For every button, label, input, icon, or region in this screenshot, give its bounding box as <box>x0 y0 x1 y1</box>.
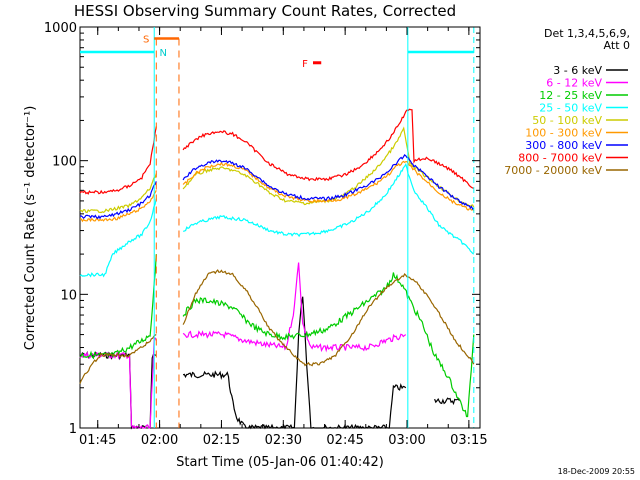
series-line-3-6-kev <box>434 397 460 406</box>
y-tick-label: 10 <box>60 288 77 303</box>
legend-header: Att 0 <box>604 39 630 52</box>
flare-label: F <box>302 59 308 70</box>
series-line-300-800-kev <box>182 154 475 211</box>
x-axis: 01:45 02:00 02:15 02:30 02:45 03:00 03:15 <box>79 27 488 448</box>
series-line-7000-20000-kev <box>182 269 475 367</box>
legend-entry-label: 800 - 7000 keV <box>518 152 602 165</box>
series-line-6-12-kev <box>182 262 407 353</box>
legend-entry-label: 12 - 25 keV <box>539 89 602 102</box>
night-label: N <box>160 48 167 59</box>
series-line-100-300-kev <box>182 160 475 212</box>
legend-entry-label: 3 - 6 keV <box>553 64 602 77</box>
plot-area: SN F <box>79 26 481 430</box>
series-line-300-800-kev <box>79 181 157 220</box>
x-tick-label: 02:30 <box>265 433 302 448</box>
x-axis-label: Start Time (05-Jan-06 01:40:42) <box>176 455 384 470</box>
timestamp: 18-Dec-2009 20:55 <box>558 467 635 476</box>
legend-entry-label: 6 - 12 keV <box>546 77 602 90</box>
legend-entry-label: 50 - 100 keV <box>532 114 602 127</box>
x-tick-label: 03:15 <box>450 433 487 448</box>
series-line-25-50-kev <box>79 198 157 278</box>
x-tick-label: 01:45 <box>79 433 116 448</box>
series-line-25-50-kev <box>183 162 475 255</box>
series-line-50-100-kev <box>79 173 157 214</box>
chart-title: HESSI Observing Summary Count Rates, Cor… <box>74 2 456 20</box>
x-tick-label: 02:45 <box>326 433 363 448</box>
x-tick-label: 02:00 <box>141 433 178 448</box>
series-line-7000-20000-kev <box>79 334 157 384</box>
series-line-12-25-kev <box>79 254 157 360</box>
y-tick-label: 100 <box>52 155 77 170</box>
series-line-3-6-kev <box>182 296 407 430</box>
series-line-6-12-kev <box>79 337 157 430</box>
series-line-800-7000-kev <box>182 108 475 189</box>
y-tick-label: 1 <box>69 422 77 437</box>
legend-entry-label: 7000 - 20000 keV <box>504 164 602 177</box>
saa-label: S <box>143 35 149 46</box>
y-axis-label: Corrected Count Rate (s⁻¹ detector⁻¹) <box>23 106 38 351</box>
series-line-12-25-kev <box>182 272 475 418</box>
y-axis: 1 10 100 1000 <box>44 21 480 437</box>
x-tick-label: 03:00 <box>388 433 425 448</box>
x-tick-label: 02:15 <box>203 433 240 448</box>
series-line-800-7000-kev <box>79 126 157 195</box>
legend-entry-label: 300 - 800 keV <box>525 139 602 152</box>
legend-entry-label: 25 - 50 keV <box>539 102 602 115</box>
legend-header: Det 1,3,4,5,6,9, <box>544 27 630 40</box>
series-line-100-300-kev <box>80 190 157 223</box>
plot-frame <box>79 26 481 429</box>
series-line-50-100-kev <box>182 126 475 208</box>
legend-entry-label: 100 - 300 keV <box>525 127 602 140</box>
y-tick-label: 1000 <box>44 21 77 36</box>
